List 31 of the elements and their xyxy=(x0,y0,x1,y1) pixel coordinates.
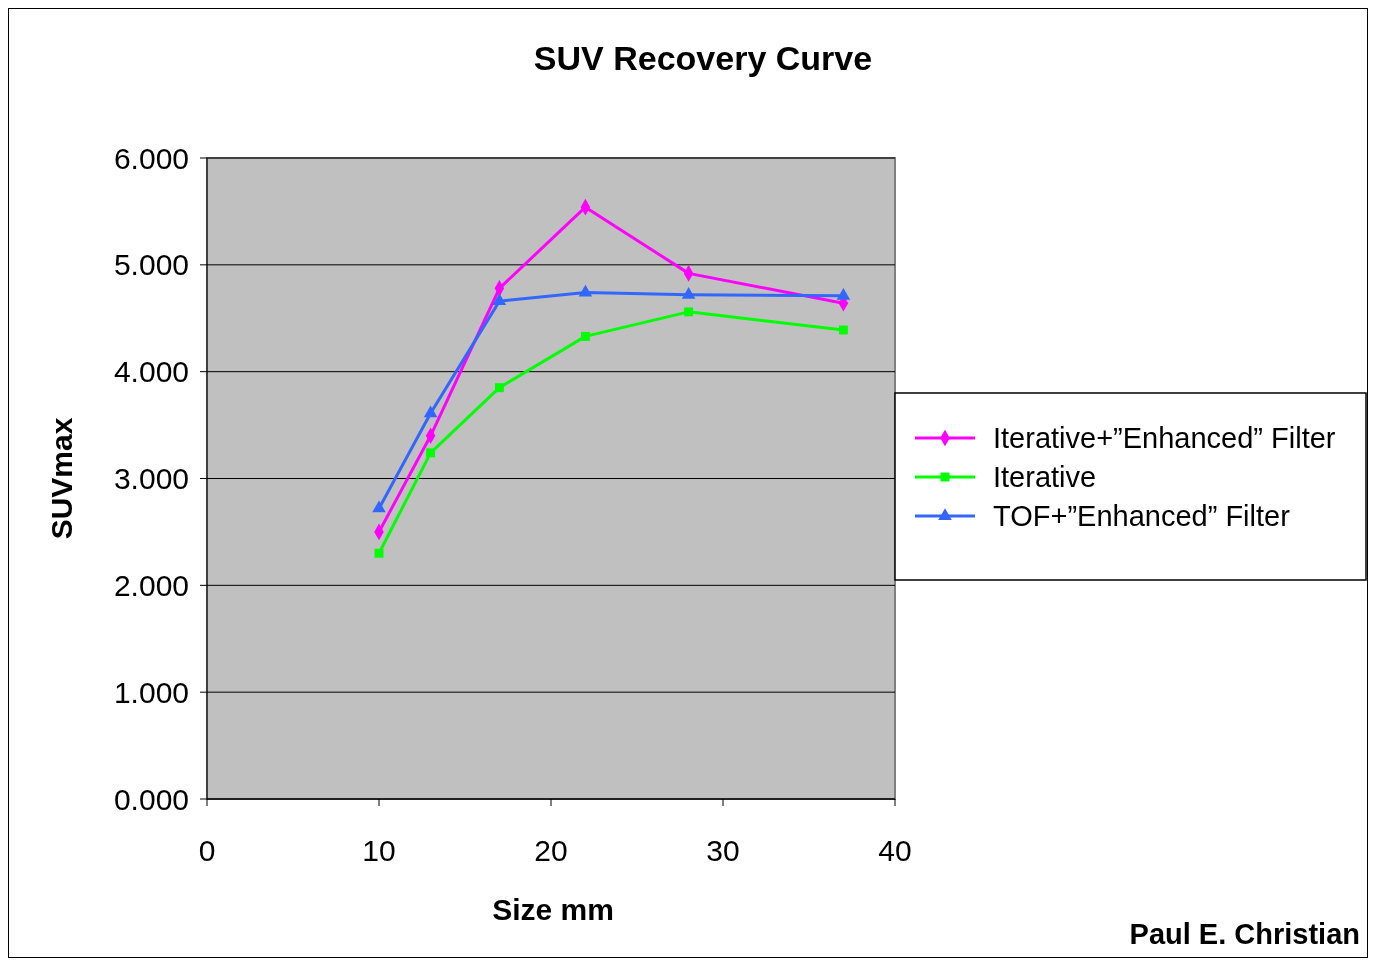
x-tick-label: 0 xyxy=(198,834,216,867)
point xyxy=(578,284,593,297)
y-tick-label: 3.000 xyxy=(113,462,189,495)
x-tick-label: 20 xyxy=(534,834,568,867)
x-tick-label: 40 xyxy=(878,834,912,867)
y-tick-label: 5.000 xyxy=(113,248,189,282)
point xyxy=(494,383,504,393)
point xyxy=(836,287,851,300)
y-tick-label: 6.000 xyxy=(113,141,189,175)
y-axis-title: SUVmax xyxy=(45,417,78,540)
y-tick-label: 2.000 xyxy=(113,568,189,602)
point xyxy=(372,500,386,513)
point xyxy=(423,405,438,418)
legend-label: TOF+”Enhanced” Filter xyxy=(993,500,1291,533)
x-tick-label: 30 xyxy=(706,834,740,867)
point xyxy=(492,293,507,306)
point xyxy=(838,325,848,335)
y-tick-label: 0.000 xyxy=(113,782,189,816)
chart-title: SUV Recovery Curve xyxy=(533,39,873,77)
point xyxy=(426,448,436,458)
y-tick-label: 4.000 xyxy=(113,355,189,389)
x-tick-label: 10 xyxy=(362,834,396,867)
x-axis-title: Size mm xyxy=(492,893,614,926)
point xyxy=(681,286,696,299)
point xyxy=(684,307,694,317)
y-tick-label: 1.000 xyxy=(113,675,189,709)
point xyxy=(580,331,590,341)
legend-label: Iterative xyxy=(993,461,1097,494)
point xyxy=(374,548,384,558)
text: Paul E. Christian xyxy=(1129,918,1360,950)
legend-label: Iterative+”Enhanced” Filter xyxy=(993,422,1336,455)
